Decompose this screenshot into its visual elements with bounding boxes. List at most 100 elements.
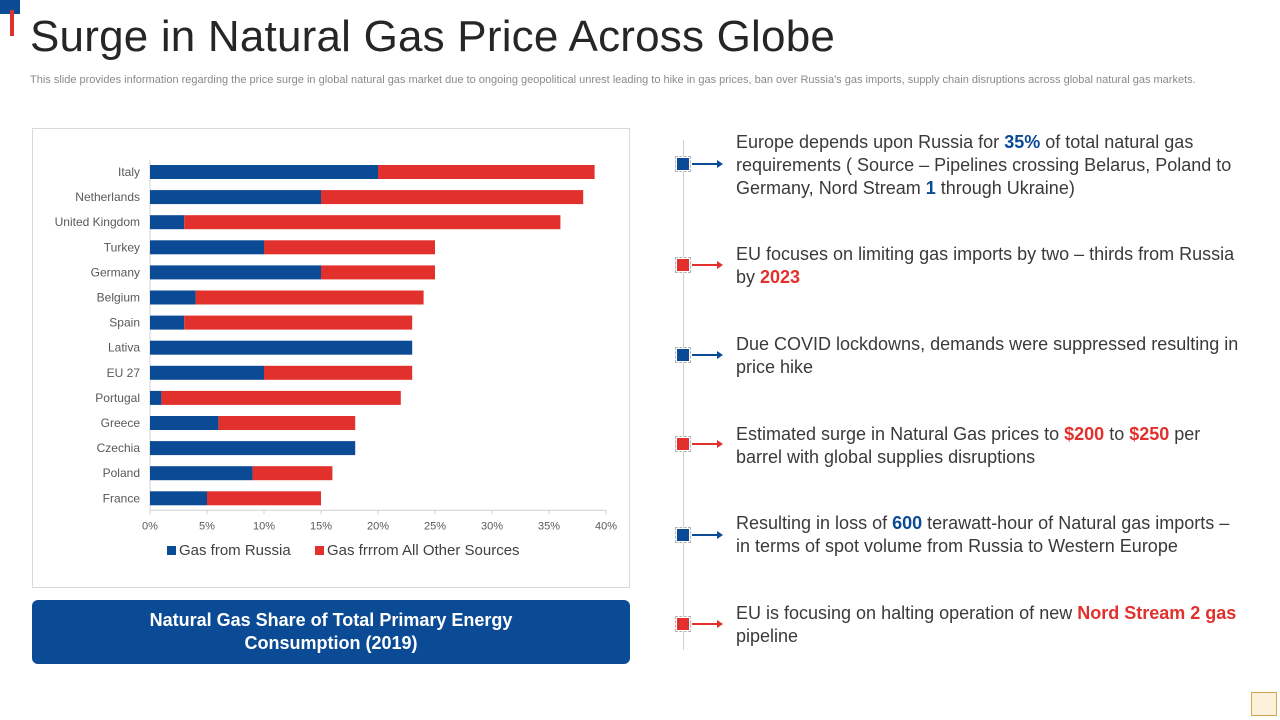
bar-other-sources [252,466,333,481]
key-point-text-3: Due COVID lockdowns, demands were suppre… [736,333,1246,379]
y-tick-label: Belgium [97,291,140,305]
bar-other-sources [184,315,413,330]
bar-russia [150,491,207,506]
arrow-line [692,534,718,536]
legend-label-russia: Gas from Russia [179,542,291,559]
key-point-text-6: EU is focusing on halting operation of n… [736,602,1246,648]
y-tick-label: Spain [109,316,140,330]
bar-other-sources [195,290,424,305]
point-marker-5 [675,527,735,545]
page-title: Surge in Natural Gas Price Across Globe [30,12,836,61]
timeline-line [683,140,684,650]
square-fill [677,259,689,271]
key-point-text-2: EU focuses on limiting gas imports by tw… [736,243,1246,289]
bar-russia [150,315,185,330]
bar-other-sources [161,390,401,405]
y-tick-label: Netherlands [75,190,140,204]
page-subtitle: This slide provides information regardin… [30,74,1196,86]
y-tick-label: Greece [101,416,141,430]
bar-russia [150,466,253,481]
key-point-text-5: Resulting in loss of 600 terawatt-hour o… [736,512,1246,558]
point-text: to [1104,424,1130,444]
bar-russia [150,340,413,355]
bar-russia [150,290,196,305]
page-number-badge [1251,692,1277,716]
point-marker-1 [675,156,735,174]
highlight-text: 35% [1004,132,1041,152]
highlight-text: 2023 [760,267,801,287]
highlight-text: 1 [925,178,936,198]
square-fill [677,438,689,450]
point-marker-4 [675,436,735,454]
bar-russia [150,441,356,456]
bar-other-sources [218,416,356,430]
point-text: EU focuses on limiting gas imports by tw… [736,244,1235,287]
legend-swatch-other [315,546,324,555]
key-point-text-1: Europe depends upon Russia for 35% of to… [736,131,1246,200]
x-tick-label: 0% [142,520,158,532]
bar-russia [150,416,219,430]
bar-other-sources [264,365,413,380]
arrow-line [692,443,718,445]
y-tick-label: Turkey [104,240,140,254]
square-fill [677,158,689,170]
highlight-text: Nord Stream 2 gas [1077,603,1237,623]
y-tick-label: France [103,491,141,505]
x-tick-label: 25% [424,520,446,532]
bar-russia [150,215,185,230]
bar-other-sources [207,491,321,506]
bar-other-sources [264,240,435,255]
y-tick-label: Lativa [108,341,140,355]
arrow-line [692,163,718,165]
y-tick-label: Italy [118,165,140,179]
key-point-text-4: Estimated surge in Natural Gas prices to… [736,423,1246,469]
point-text: Europe depends upon Russia for [736,132,1005,152]
highlight-text: 600 [892,513,923,533]
point-text: terawatt-hour of Natural gas imports – i… [736,513,1230,556]
point-marker-3 [675,347,735,365]
y-tick-label: Czechia [97,441,141,455]
arrow-right-icon [717,261,723,269]
point-text: Resulting in loss of [736,513,893,533]
x-tick-label: 15% [310,520,332,532]
square-fill [677,618,689,630]
point-marker-2 [675,257,735,275]
bar-other-sources [321,190,584,205]
point-marker-6 [675,616,735,634]
square-fill [677,349,689,361]
bar-chart: Italy Netherlands United Kingdom Turkey Germ… [55,160,617,559]
bar-russia [150,265,321,280]
arrow-line [692,264,718,266]
bar-other-sources [378,165,595,179]
point-text: through Ukraine) [935,178,1075,198]
bar-russia [150,165,378,179]
chart-caption: Natural Gas Share of Total Primary Energ… [32,600,630,664]
bar-russia [150,390,162,405]
corner-accent-red [10,10,14,36]
x-tick-label: 20% [367,520,389,532]
x-tick-label: 40% [595,520,617,532]
bar-other-sources [321,265,435,280]
point-text: per barrel with global supplies disrupti… [736,424,1201,467]
point-text: EU is focusing on halting operation of n… [736,603,1078,623]
x-tick-label: 5% [199,520,215,532]
arrow-right-icon [717,620,723,628]
point-text: of total natural gas requirements ( Sour… [736,132,1232,198]
arrow-line [692,354,718,356]
x-tick-label: 30% [481,520,503,532]
square-fill [677,529,689,541]
arrow-line [692,623,718,625]
arrow-right-icon [717,351,723,359]
legend-swatch-russia [167,546,176,555]
corner-accent-blue [0,0,20,14]
bar-russia [150,190,321,205]
point-text: pipeline [736,626,799,646]
y-tick-label: United Kingdom [55,215,140,229]
arrow-right-icon [717,531,723,539]
highlight-text: $250 [1129,424,1170,444]
legend-label-other: Gas frrrom All Other Sources [327,542,520,559]
bar-other-sources [184,215,561,230]
bar-russia [150,240,264,255]
x-tick-label: 35% [538,520,560,532]
y-tick-label: Poland [103,466,140,480]
